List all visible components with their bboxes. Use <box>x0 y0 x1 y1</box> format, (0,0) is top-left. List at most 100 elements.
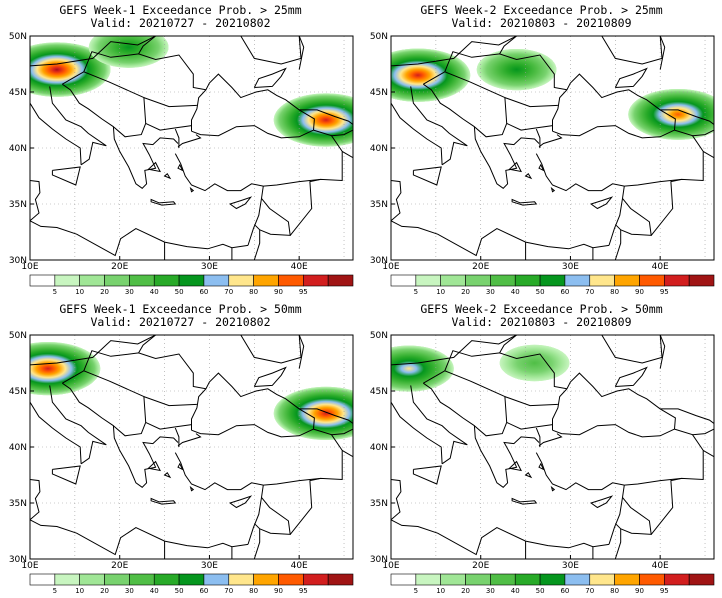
colorbar-label: 5 <box>414 288 418 296</box>
coastline <box>614 366 648 387</box>
coastline <box>51 166 81 186</box>
colorbar-label: 95 <box>660 288 669 296</box>
island <box>228 196 253 210</box>
panel-title: GEFS Week-1 Exceedance Prob. > 50mm <box>59 302 302 316</box>
lon-label: 20E <box>111 561 128 571</box>
colorbar-swatch <box>440 274 466 287</box>
colorbar-swatch <box>104 573 130 586</box>
colorbar-label: 5 <box>53 587 57 595</box>
colorbar-label: 90 <box>274 587 283 595</box>
colorbar-swatch <box>490 274 516 287</box>
colorbar-label: 20 <box>100 288 109 296</box>
coastline <box>660 109 714 137</box>
coastline <box>62 370 147 437</box>
coastline <box>412 166 442 186</box>
colorbar-swatch <box>104 274 130 287</box>
colorbar-swatch <box>29 274 56 287</box>
colorbar-swatch <box>203 274 230 287</box>
coastline <box>62 71 147 138</box>
coastline <box>143 396 197 407</box>
colorbar-swatch <box>327 274 354 287</box>
coastline <box>552 372 676 438</box>
colorbar-swatch <box>79 274 105 287</box>
coastline <box>624 428 704 486</box>
lat-label: 35N <box>9 200 27 210</box>
colorbar-label: 40 <box>511 288 520 296</box>
coastline <box>423 83 540 189</box>
map-figure: 30N 35N 40N 45N 50N 10E 20E 30E 40E 5 10 20 30 40 50 60… <box>9 331 354 595</box>
coastline <box>608 186 625 246</box>
coastline <box>538 134 563 148</box>
colorbar-swatch <box>303 573 329 586</box>
coastline <box>191 73 315 139</box>
lon-label: 40E <box>652 262 669 272</box>
coastline <box>259 198 291 236</box>
coastline <box>30 102 82 165</box>
colorbar-label: 90 <box>274 288 283 296</box>
island <box>177 163 184 172</box>
coastline <box>592 546 616 559</box>
colorbar-label: 60 <box>560 288 569 296</box>
map-area <box>30 335 353 559</box>
coastline <box>391 220 610 257</box>
colorbar-swatch <box>688 573 715 586</box>
colorbar-label: 10 <box>75 288 84 296</box>
colorbar-label: 10 <box>436 288 445 296</box>
coastline <box>177 134 202 148</box>
colorbar-swatch <box>129 573 155 586</box>
coastline <box>289 477 321 535</box>
coastline <box>263 129 343 187</box>
coastline <box>659 36 666 70</box>
colorbar-swatch <box>539 274 566 287</box>
colorbar-label: 50 <box>536 288 545 296</box>
lat-label: 30N <box>9 256 27 266</box>
coastline <box>391 479 402 521</box>
colorbar-label: 95 <box>660 587 669 595</box>
panel-valid: Valid: 20210727 - 20210802 <box>90 16 271 30</box>
lat-label: 50N <box>9 32 27 42</box>
lat-label: 35N <box>370 200 388 210</box>
lat-label: 45N <box>370 387 388 397</box>
colorbar-swatch <box>178 274 205 287</box>
coastline <box>51 465 81 485</box>
island <box>524 472 533 479</box>
island <box>150 497 177 505</box>
colorbar-label: 30 <box>486 587 495 595</box>
lat-label: 30N <box>370 256 388 266</box>
coastline <box>298 335 305 369</box>
colorbar-label: 95 <box>299 288 308 296</box>
coastline <box>352 393 353 395</box>
coastline <box>247 186 264 246</box>
coastline <box>499 36 517 55</box>
panel-title: GEFS Week-1 Exceedance Prob. > 25mm <box>59 3 302 17</box>
probability-blob-ukraine <box>499 344 570 382</box>
colorbar-swatch <box>664 573 690 586</box>
island <box>17 114 26 132</box>
coastline <box>62 382 179 488</box>
lat-label: 45N <box>9 88 27 98</box>
lat-label: 45N <box>370 88 388 98</box>
coastline <box>614 67 648 88</box>
coastline <box>253 366 287 387</box>
colorbar-label: 5 <box>53 288 57 296</box>
lon-label: 20E <box>472 561 489 571</box>
colorbar-label: 10 <box>75 587 84 595</box>
colorbar-swatch <box>79 573 105 586</box>
panel-title: GEFS Week-2 Exceedance Prob. > 25mm <box>420 3 663 17</box>
colorbar-swatch <box>564 573 591 586</box>
coastline <box>263 428 343 486</box>
lon-label: 30E <box>562 262 579 272</box>
coastline <box>253 67 287 88</box>
coastline <box>191 372 315 438</box>
coastline <box>412 465 442 485</box>
coastline <box>702 449 714 458</box>
colorbar-label: 10 <box>436 587 445 595</box>
lon-label: 30E <box>201 561 218 571</box>
coastline <box>423 71 508 138</box>
island <box>163 173 172 180</box>
probability-blob-caucasus <box>273 93 353 147</box>
coastline <box>30 401 82 464</box>
coastline <box>650 477 682 535</box>
coastline <box>614 523 622 559</box>
map-panel-week2-50mm: GEFS Week-2 Exceedance Prob. > 50mm Vali… <box>361 299 722 598</box>
